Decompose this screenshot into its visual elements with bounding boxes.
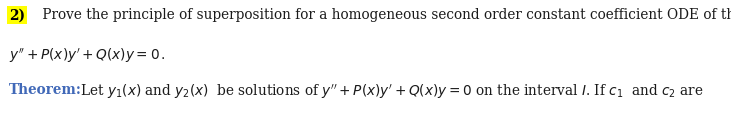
Text: Prove the principle of superposition for a homogeneous second order constant coe: Prove the principle of superposition for… (38, 8, 731, 22)
Text: $y'' + P(x)y' + Q(x)y = 0\,.$: $y'' + P(x)y' + Q(x)y = 0\,.$ (9, 47, 165, 65)
Text: 2): 2) (9, 8, 25, 22)
Text: Theorem:: Theorem: (9, 83, 82, 97)
Text: Let $y_1(x)$ and $y_2(x)$  be solutions of $y'' + P(x)y' + Q(x)y = 0$ on the int: Let $y_1(x)$ and $y_2(x)$ be solutions o… (76, 83, 703, 101)
